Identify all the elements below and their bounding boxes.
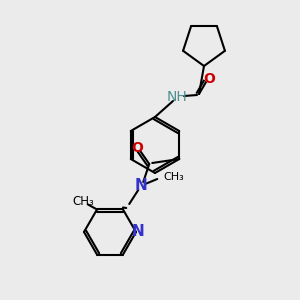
Text: N: N xyxy=(132,224,144,239)
Text: N: N xyxy=(135,178,148,194)
Text: NH: NH xyxy=(167,90,188,104)
Text: O: O xyxy=(203,72,215,86)
Text: O: O xyxy=(131,141,143,155)
Text: CH₃: CH₃ xyxy=(72,195,94,208)
Text: CH₃: CH₃ xyxy=(163,172,184,182)
